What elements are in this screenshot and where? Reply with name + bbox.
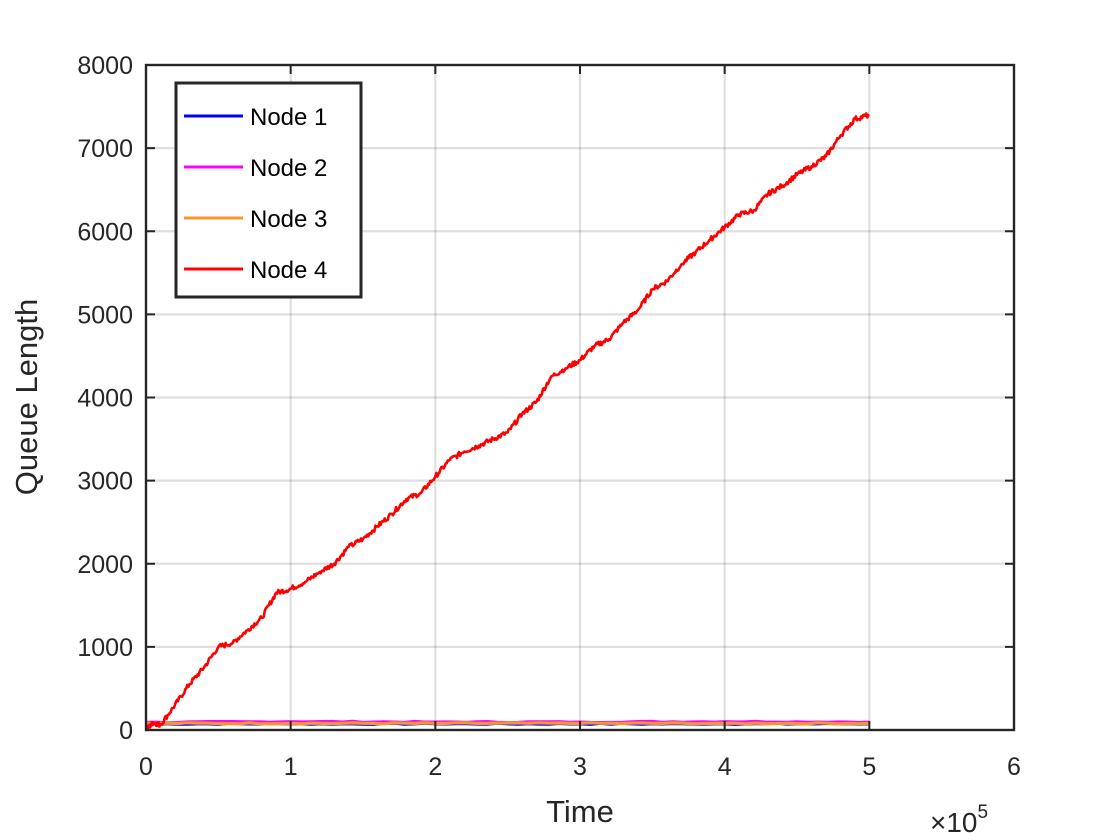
x-tick-labels: 0 1 2 3 4 5 6 — [139, 753, 1021, 781]
y-tick-label: 8000 — [77, 52, 133, 80]
legend-label-node-4: Node 4 — [250, 257, 327, 284]
legend-label-node-2: Node 2 — [250, 155, 327, 182]
x-tick-label: 6 — [1007, 753, 1021, 781]
y-tick-label: 5000 — [77, 301, 133, 329]
x-tick-label: 5 — [862, 753, 876, 781]
y-tick-label: 1000 — [77, 634, 133, 662]
x-tick-label: 4 — [718, 753, 732, 781]
x-axis-exponent: ×105 — [930, 802, 988, 838]
x-exponent-power: 5 — [978, 802, 989, 823]
y-tick-label: 4000 — [77, 385, 133, 413]
x-tick-label: 1 — [284, 753, 298, 781]
ticks — [145, 64, 1015, 731]
series-line-node-3 — [146, 721, 870, 726]
y-tick-labels: 0 1000 2000 3000 4000 5000 6000 7000 8000 — [77, 52, 133, 745]
x-axis-label: Time — [546, 794, 614, 829]
legend-box — [174, 81, 363, 299]
y-tick-label: 6000 — [77, 218, 133, 246]
y-tick-label: 0 — [119, 717, 133, 745]
legend-label-node-3: Node 3 — [250, 206, 327, 233]
series-line-node-4 — [145, 112, 870, 732]
y-tick-label: 7000 — [77, 135, 133, 163]
legend-label-node-1: Node 1 — [250, 104, 327, 131]
y-tick-label: 2000 — [77, 551, 133, 579]
legend: Node 1 Node 2 Node 3 Node 4 — [174, 81, 363, 299]
x-tick-label: 3 — [573, 753, 587, 781]
legend-items: Node 1 Node 2 Node 3 Node 4 — [184, 104, 327, 284]
x-tick-label: 0 — [139, 753, 153, 781]
series-layer — [145, 112, 870, 732]
grid — [146, 65, 1014, 730]
y-tick-label: 3000 — [77, 468, 133, 496]
x-exponent-prefix: ×10 — [930, 807, 978, 838]
y-axis-label: Queue Length — [9, 299, 44, 496]
x-tick-label: 2 — [428, 753, 442, 781]
